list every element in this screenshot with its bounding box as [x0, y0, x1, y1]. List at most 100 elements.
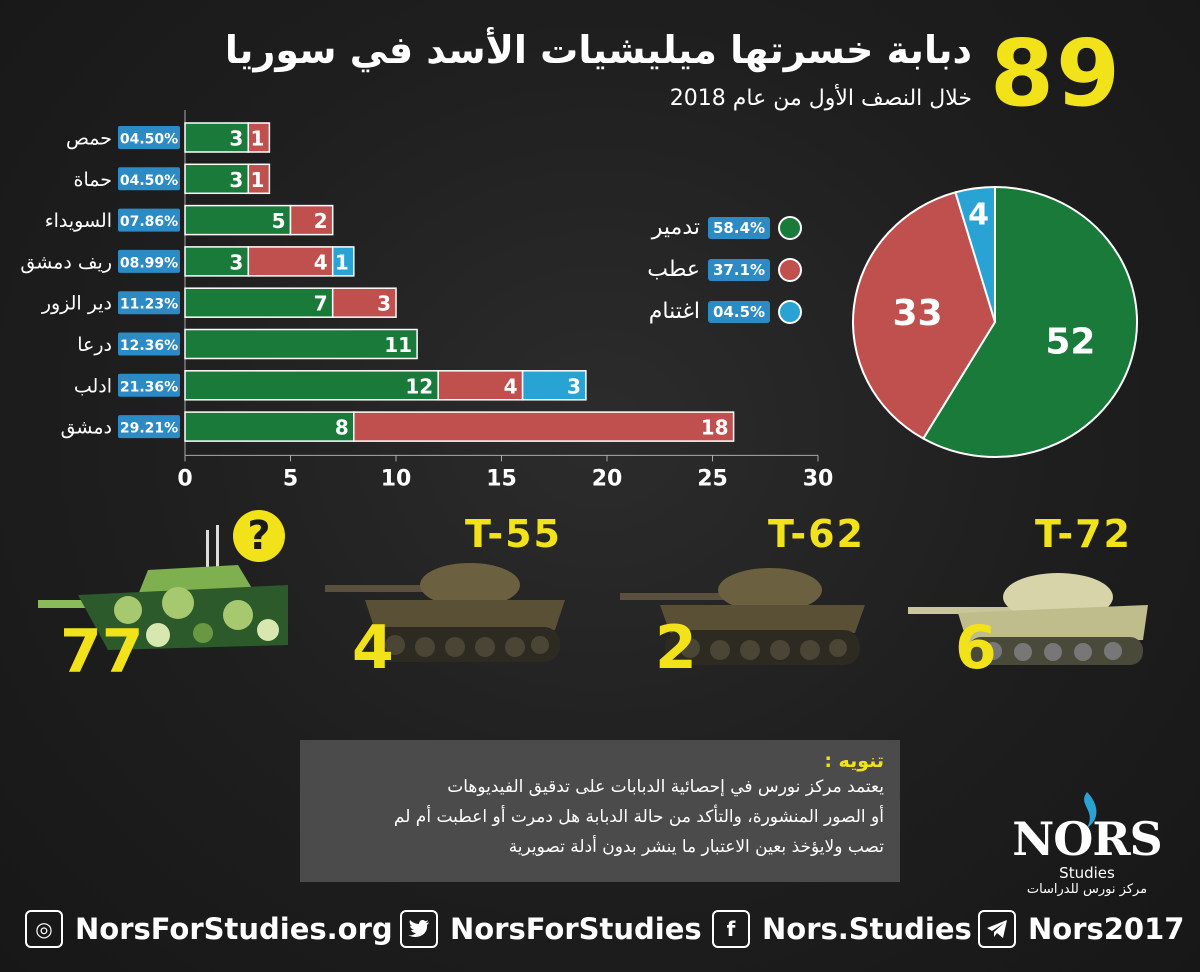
percentage-badge [118, 208, 180, 232]
percentage-label: 12.36% [120, 338, 178, 354]
footer-website[interactable]: ◎ NorsForStudies.org [25, 910, 393, 948]
page-title: دبابة خسرتها ميليشيات الأسد في سوريا [224, 28, 972, 72]
percentage-label: 21.36% [120, 379, 178, 395]
logo-main-text: NORS [1012, 812, 1163, 866]
bar-value-label: 3 [567, 374, 581, 398]
pie-value-label: 33 [892, 293, 942, 334]
bar-value-label: 3 [229, 127, 243, 151]
bar-value-label: 3 [229, 168, 243, 192]
legend-swatch [778, 215, 803, 240]
bar-segment-destroyed [184, 287, 334, 318]
bar-value-label: 4 [504, 374, 518, 398]
unknown-tank-count: 77 [60, 617, 144, 687]
disclaimer-line-3: تصب ولايؤخذ بعين الاعتبار ما ينشر بدون أ… [508, 837, 884, 857]
legend-item: تدمير 58.4% [620, 215, 803, 240]
facebook-icon: f [712, 910, 750, 948]
disclaimer-line-1: يعتمد مركز نورس في إحصائية الدبابات على … [447, 777, 884, 797]
bar-segment-damaged [247, 163, 271, 195]
twitter-icon [400, 910, 438, 948]
logo-arabic-text: مركز نورس للدراسات [1026, 882, 1148, 897]
twitter-text: NorsForStudies [450, 912, 702, 946]
bar-segment-damaged [289, 204, 334, 236]
t62-label: T-62 [768, 512, 865, 556]
disclaimer-line-2: أو الصور المنشورة، والتأكد من حالة الدبا… [393, 807, 884, 827]
pie-chart: 52 33 4 [852, 185, 1138, 458]
bar-segment-damaged [331, 287, 397, 318]
page-subtitle: خلال النصف الأول من عام 2018 [669, 86, 972, 111]
percentage-label: 11.23% [120, 297, 178, 313]
bar-value-label: 8 [335, 416, 349, 440]
nors-logo: NORS Studies مركز نورس للدراسات [1012, 790, 1163, 897]
bar-value-label: 3 [229, 250, 243, 274]
category-label: ادلب [74, 375, 112, 397]
pie-slice-damaged [852, 191, 997, 440]
percentage-label: 08.99% [120, 255, 178, 271]
category-label: دير الزور [41, 293, 112, 315]
category-label: ريف دمشق [20, 251, 112, 273]
percentage-badge [118, 373, 180, 397]
percentage-badge [118, 332, 180, 356]
bar-value-label: 4 [314, 250, 328, 274]
footer-twitter[interactable]: NorsForStudies [400, 910, 702, 948]
percentage-label: 04.50% [120, 173, 178, 189]
t62-tank-icon [620, 568, 865, 665]
percentage-label: 07.86% [120, 214, 178, 230]
bar-segment-destroyed [184, 246, 250, 277]
percentage-badge [118, 291, 180, 315]
bar-value-label: 5 [272, 209, 286, 233]
bar-segment-captured [331, 246, 355, 277]
category-label: السويداء [45, 210, 112, 232]
logo-sub-text: Studies [1059, 864, 1115, 882]
bar-value-label: 7 [314, 292, 328, 316]
pie-slice-captured [954, 185, 996, 323]
legend-item: عطب 37.1% [620, 257, 803, 282]
disclaimer-title: تنويه : [824, 750, 884, 772]
bar-value-label: 12 [405, 374, 433, 398]
category-label: درعا [77, 334, 112, 356]
disclaimer-box: تنويه : يعتمد مركز نورس في إحصائية الدبا… [300, 740, 900, 882]
t55-label: T-55 [465, 512, 562, 556]
percentage-badge [118, 167, 180, 191]
legend-percentage: 04.5% [708, 300, 771, 323]
legend-item: اغتنام 04.5% [620, 299, 803, 324]
unknown-model-badge: ? [233, 510, 285, 562]
x-tick-label: 5 [283, 466, 298, 490]
bar-value-label: 1 [250, 127, 264, 151]
percentage-badge [118, 126, 180, 149]
website-text: NorsForStudies.org [75, 912, 393, 946]
legend-swatch [778, 299, 803, 324]
footer-facebook[interactable]: f Nors.Studies [712, 910, 972, 948]
bar-segment-destroyed [184, 122, 250, 153]
t55-tank-icon [325, 563, 565, 662]
t72-label: T-72 [1035, 512, 1132, 556]
footer-telegram[interactable]: Nors2017 [978, 910, 1184, 948]
bar-segment-destroyed [184, 328, 418, 360]
bar-segment-captured [521, 370, 587, 401]
percentage-badge [118, 415, 180, 439]
legend-percentage: 37.1% [708, 258, 771, 281]
x-tick-label: 20 [592, 466, 623, 490]
category-label: دمشق [61, 417, 112, 439]
legend-swatch [778, 257, 803, 282]
pie-value-label: 4 [968, 197, 989, 232]
bar-value-label: 3 [377, 292, 391, 316]
bar-segment-damaged [437, 370, 524, 401]
bar-segment-damaged [247, 122, 271, 153]
pie-slice-destroyed [921, 185, 1138, 458]
bar-value-label: 11 [384, 333, 412, 357]
bar-segment-destroyed [184, 370, 439, 401]
category-label: حماة [74, 169, 112, 191]
t55-count: 4 [352, 613, 394, 683]
total-tanks-number: 89 [990, 20, 1123, 127]
dribbble-icon: ◎ [25, 910, 63, 948]
x-tick-label: 15 [486, 466, 517, 490]
legend-label: اغتنام [648, 299, 700, 324]
legend-label: عطب [647, 257, 700, 282]
bar-segment-destroyed [184, 411, 355, 442]
x-tick-label: 10 [381, 466, 412, 490]
pie-value-label: 52 [1045, 321, 1095, 362]
bar-segment-damaged [353, 411, 735, 442]
x-tick-label: 0 [177, 466, 192, 490]
